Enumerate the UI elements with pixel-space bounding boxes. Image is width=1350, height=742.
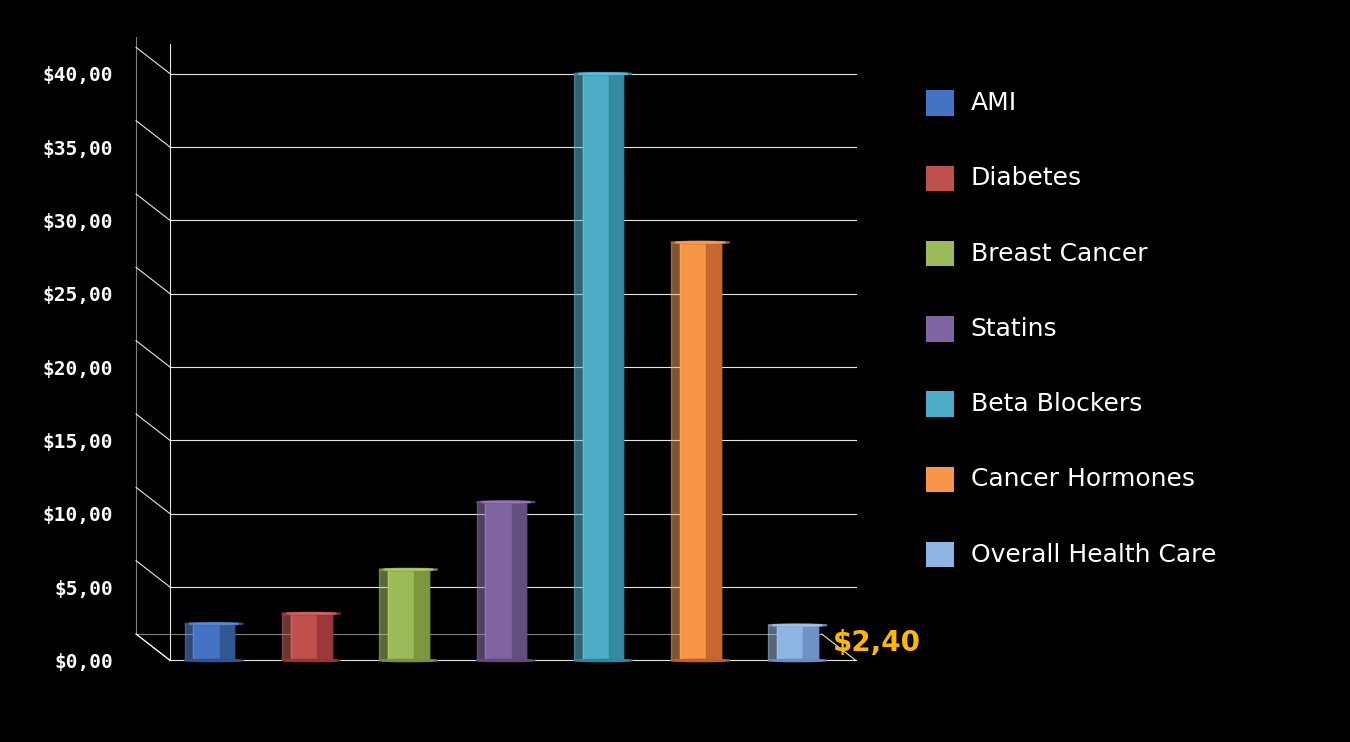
Ellipse shape	[768, 660, 826, 662]
Text: Breast Cancer: Breast Cancer	[971, 242, 1148, 266]
Bar	[680, 243, 721, 660]
Ellipse shape	[578, 73, 628, 75]
Bar	[414, 570, 429, 660]
Text: Beta Blockers: Beta Blockers	[971, 392, 1142, 416]
Text: Diabetes: Diabetes	[971, 166, 1081, 191]
Ellipse shape	[383, 568, 433, 571]
Bar	[193, 624, 235, 660]
FancyBboxPatch shape	[926, 241, 954, 266]
Text: Statins: Statins	[971, 317, 1057, 341]
Bar	[706, 243, 721, 660]
Bar	[778, 626, 818, 660]
Bar	[282, 614, 290, 660]
FancyBboxPatch shape	[926, 467, 954, 492]
Ellipse shape	[772, 625, 822, 626]
Bar	[317, 614, 332, 660]
Ellipse shape	[282, 612, 340, 614]
Ellipse shape	[768, 624, 826, 626]
Bar	[220, 624, 235, 660]
Ellipse shape	[286, 613, 336, 614]
Bar	[574, 73, 583, 660]
Bar	[803, 626, 818, 660]
Bar	[671, 243, 680, 660]
Text: Cancer Hormones: Cancer Hormones	[971, 467, 1195, 491]
Bar	[768, 626, 778, 660]
Ellipse shape	[379, 660, 437, 662]
Bar	[583, 73, 624, 660]
Ellipse shape	[574, 73, 632, 75]
Ellipse shape	[671, 241, 729, 243]
Ellipse shape	[574, 660, 632, 662]
Ellipse shape	[379, 568, 437, 571]
Text: $2,40: $2,40	[833, 629, 921, 657]
Ellipse shape	[477, 660, 535, 662]
Ellipse shape	[185, 623, 243, 625]
Bar	[387, 570, 429, 660]
Ellipse shape	[185, 660, 243, 662]
Bar	[290, 614, 332, 660]
FancyBboxPatch shape	[926, 91, 954, 116]
Ellipse shape	[189, 623, 239, 625]
Bar	[379, 570, 387, 660]
Ellipse shape	[481, 501, 531, 503]
Ellipse shape	[675, 242, 725, 243]
Text: Overall Health Care: Overall Health Care	[971, 542, 1216, 567]
Bar	[485, 502, 526, 660]
FancyBboxPatch shape	[926, 542, 954, 568]
Ellipse shape	[671, 660, 729, 662]
FancyBboxPatch shape	[926, 391, 954, 417]
Bar	[512, 502, 526, 660]
Bar	[477, 502, 485, 660]
Bar	[185, 624, 193, 660]
Ellipse shape	[282, 660, 340, 662]
Bar	[609, 73, 624, 660]
Text: AMI: AMI	[971, 91, 1017, 115]
FancyBboxPatch shape	[926, 316, 954, 341]
Ellipse shape	[477, 501, 535, 503]
FancyBboxPatch shape	[926, 165, 954, 191]
